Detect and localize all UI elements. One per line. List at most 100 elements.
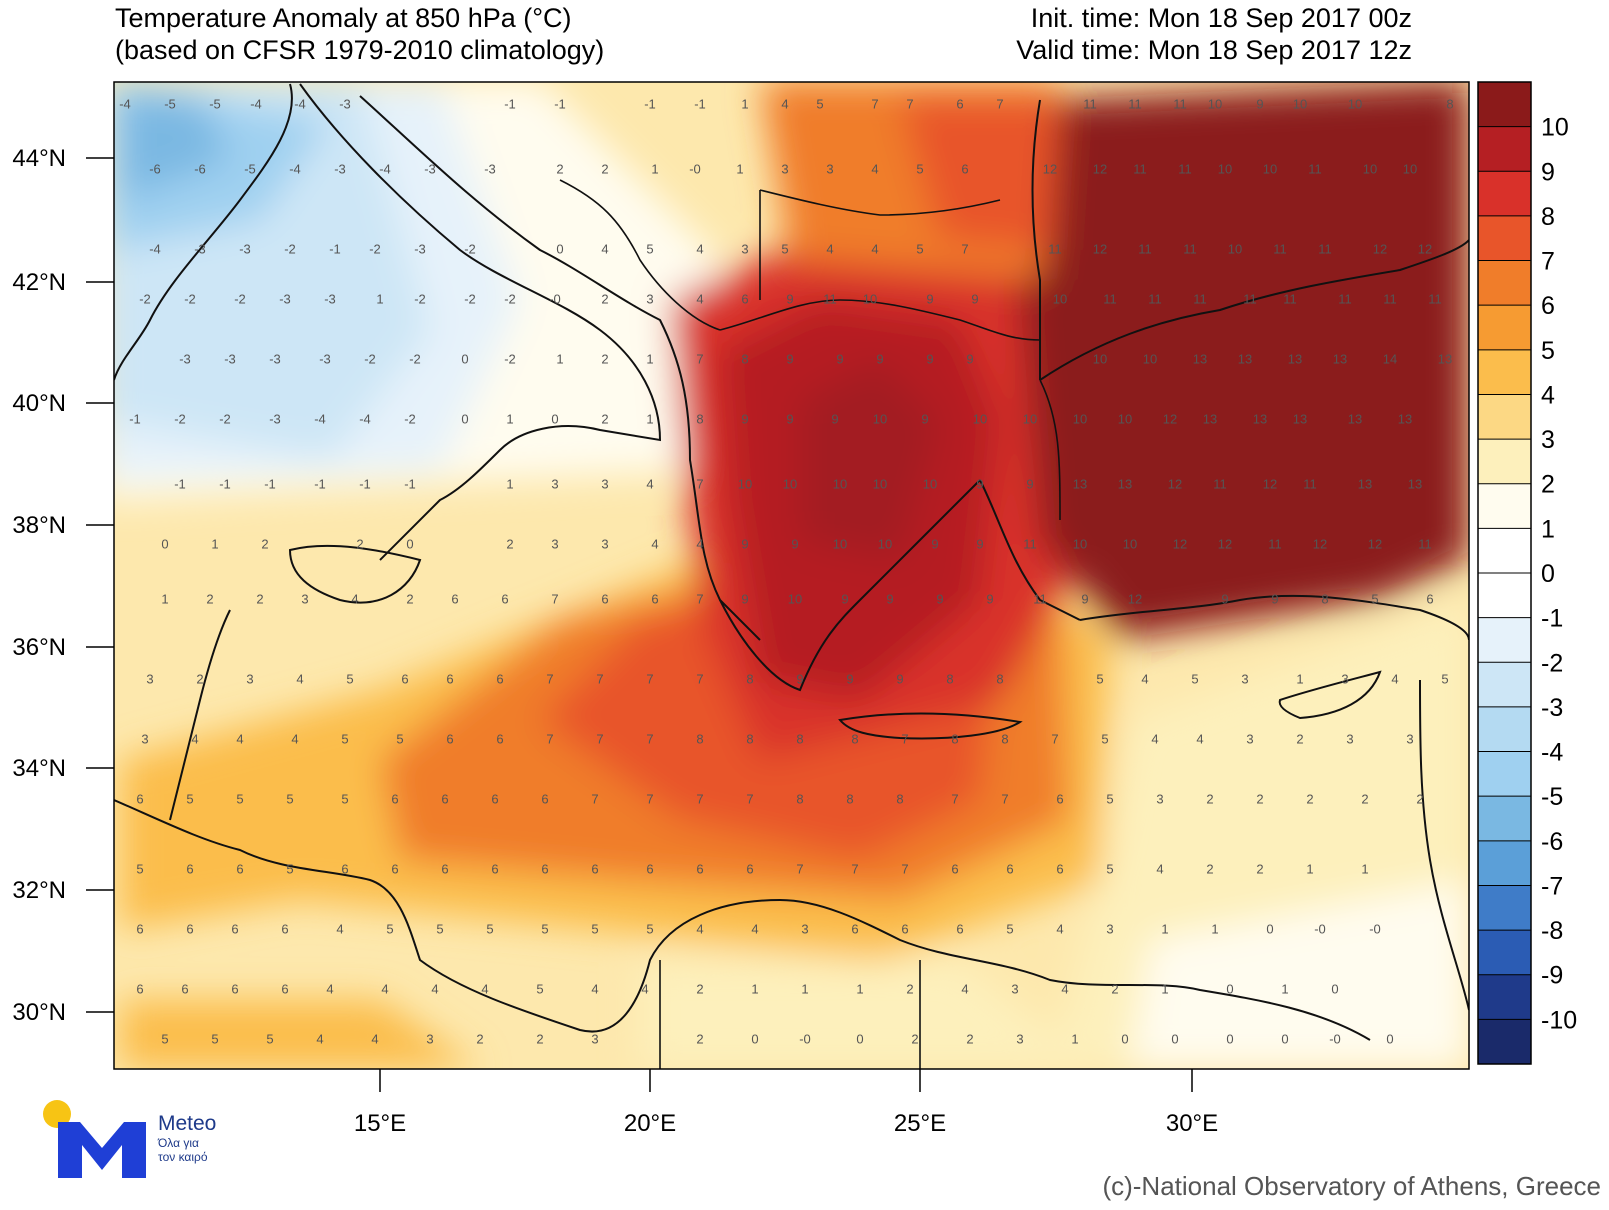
colorbar-bin: [1478, 528, 1531, 574]
lat-label: 42°N: [12, 269, 66, 296]
grid-value: 8: [746, 671, 753, 686]
grid-value: -5: [209, 96, 221, 111]
grid-value: 10: [1208, 96, 1222, 111]
grid-value: -3: [319, 351, 331, 366]
lon-label: 30°E: [1166, 1110, 1218, 1137]
grid-value: 1: [801, 981, 808, 996]
grid-value: 6: [281, 981, 288, 996]
grid-value: 8: [1446, 96, 1453, 111]
grid-value: 1: [1281, 981, 1288, 996]
colorbar-label: -5: [1541, 783, 1563, 811]
grid-value: 13: [1238, 351, 1252, 366]
grid-value: 7: [851, 861, 858, 876]
grid-value: 6: [696, 861, 703, 876]
latitude-axis: 44°N 42°N 40°N 38°N 36°N 34°N 32°N 30°N: [12, 145, 114, 1026]
grid-value: 2: [601, 161, 608, 176]
grid-value: -4: [289, 161, 301, 176]
grid-value: 10: [1073, 536, 1087, 551]
grid-value: 2: [601, 291, 608, 306]
grid-value: 11: [1178, 161, 1192, 176]
colorbar-bin: [1478, 974, 1531, 1020]
grid-value: 2: [206, 591, 213, 606]
grid-value: 2: [1206, 791, 1213, 806]
grid-value: 10: [1363, 161, 1377, 176]
grid-value: 8: [896, 791, 903, 806]
colorbar-label: 1: [1541, 515, 1555, 543]
grid-value: -2: [414, 291, 426, 306]
grid-value: 8: [796, 731, 803, 746]
grid-value: 4: [336, 921, 343, 936]
grid-value: 13: [1408, 476, 1422, 491]
grid-value: 4: [1151, 731, 1158, 746]
grid-value: 4: [641, 981, 648, 996]
grid-value: 5: [486, 921, 493, 936]
anomaly-field: [114, 82, 1469, 1069]
grid-value: 9: [796, 671, 803, 686]
grid-value: 10: [1263, 161, 1277, 176]
grid-value: 11: [1213, 476, 1227, 491]
colorbar-label: -4: [1541, 739, 1563, 767]
grid-value: 6: [741, 291, 748, 306]
lat-label: 44°N: [12, 145, 66, 172]
grid-value: 11: [1303, 476, 1317, 491]
grid-value: 4: [696, 291, 703, 306]
grid-value: 6: [851, 921, 858, 936]
logo-tagline-2: τον καιρό: [158, 1150, 208, 1164]
grid-value: 6: [651, 591, 658, 606]
grid-value: 6: [451, 591, 458, 606]
grid-value: 2: [356, 536, 363, 551]
grid-value: 6: [181, 981, 188, 996]
grid-value: 5: [136, 861, 143, 876]
lon-label: 20°E: [624, 1110, 676, 1137]
grid-value: 13: [1288, 351, 1302, 366]
grid-value: 3: [246, 671, 253, 686]
grid-value: 6: [136, 791, 143, 806]
grid-value: 2: [906, 981, 913, 996]
grid-value: 9: [876, 351, 883, 366]
grid-value: 4: [781, 96, 788, 111]
grid-value: 0: [1121, 1031, 1128, 1046]
colorbar-label: -8: [1541, 917, 1563, 945]
grid-value: -2: [139, 291, 151, 306]
colorbar-bin: [1478, 394, 1531, 440]
colorbar-bin: [1478, 1019, 1531, 1065]
colorbar-bin: [1478, 930, 1531, 976]
grid-value: 9: [966, 351, 973, 366]
grid-value: 5: [1441, 671, 1448, 686]
grid-value: 6: [746, 861, 753, 876]
grid-value: 3: [551, 536, 558, 551]
logo-tagline-1: Όλα για: [158, 1136, 199, 1150]
grid-value: -2: [464, 291, 476, 306]
grid-value: 2: [696, 1031, 703, 1046]
colorbar-label: 9: [1541, 158, 1555, 186]
grid-value: 3: [1156, 791, 1163, 806]
grid-value: 11: [1283, 291, 1297, 306]
grid-value: 2: [476, 1031, 483, 1046]
grid-value: 11: [1383, 291, 1397, 306]
valid-time: Valid time: Mon 18 Sep 2017 12z: [1016, 35, 1412, 65]
grid-value: 0: [1226, 1031, 1233, 1046]
grid-value: 3: [601, 536, 608, 551]
grid-value: 0: [461, 411, 468, 426]
grid-value: 12: [1418, 241, 1432, 256]
grid-value: 6: [236, 861, 243, 876]
grid-value: -3: [334, 161, 346, 176]
colorbar-label: -1: [1541, 605, 1563, 633]
grid-value: 1: [1296, 671, 1303, 686]
grid-value: 3: [1241, 671, 1248, 686]
grid-value: -3: [194, 241, 206, 256]
grid-value: 11: [1268, 536, 1282, 551]
grid-value: -2: [404, 411, 416, 426]
grid-value: 6: [446, 731, 453, 746]
grid-value: 13: [1333, 351, 1347, 366]
grid-value: 4: [1196, 731, 1203, 746]
grid-value: 11: [1023, 536, 1037, 551]
grid-value: 10: [1403, 161, 1417, 176]
grid-value: 13: [1398, 411, 1412, 426]
grid-value: 9: [786, 351, 793, 366]
grid-value: 12: [1263, 476, 1277, 491]
colorbar-bin: [1478, 349, 1531, 395]
grid-value: 8: [846, 791, 853, 806]
grid-value: 5: [646, 241, 653, 256]
grid-value: 13: [1253, 411, 1267, 426]
